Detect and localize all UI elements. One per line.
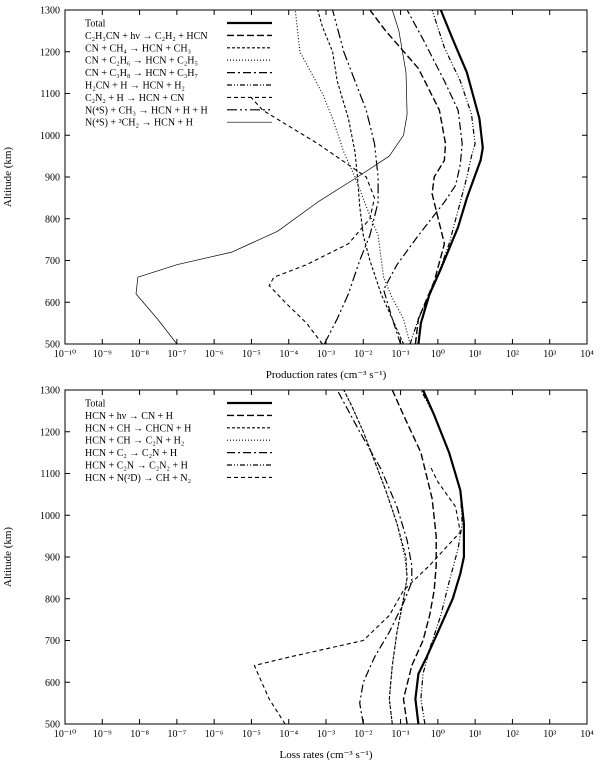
loss-series-line-0 (414, 389, 465, 725)
production-series-line-7 (323, 9, 379, 345)
production-legend-label-4: CN + C₃H₈ → HCN + C₃H₇ (85, 68, 198, 79)
production-series-line-3 (294, 9, 411, 345)
loss-x-tick-label: 10⁰ (431, 729, 445, 740)
production-series-line-0 (417, 9, 484, 345)
production-series-line-4 (383, 9, 463, 345)
production-series-line-2 (317, 9, 405, 345)
production-x-tick-label: 10⁻⁴ (279, 349, 298, 360)
production-y-tick-label: 500 (45, 340, 60, 351)
loss-legend-label-1: HCN + hν → CN + H (85, 411, 173, 422)
production-x-tick-label: 10⁻⁷ (167, 349, 186, 360)
loss-legend-label-5: HCN + C₂N → C₂N₂ + H (85, 461, 188, 472)
production-legend-label-1: C₂H₃CN + hν → C₂H₂ + HCN (85, 31, 208, 42)
loss-y-tick-label: 900 (45, 553, 60, 564)
loss-series-line-2 (343, 389, 408, 725)
loss-x-tick-label: 10⁻⁴ (279, 729, 298, 740)
loss-x-tick-label: 10⁻⁷ (167, 729, 186, 740)
loss-legend-label-0: Total (85, 399, 106, 410)
loss-legend-label-4: HCN + C₂ → C₂N + H (85, 448, 177, 459)
loss-x-tick-label: 10² (506, 729, 519, 740)
production-x-tick-label: 10⁴ (580, 349, 594, 360)
loss-y-axis-title: Altitude (km) (2, 527, 14, 588)
production-y-tick-label: 1300 (40, 6, 60, 17)
loss-y-tick-label: 1200 (40, 427, 60, 438)
loss-y-tick-label: 500 (45, 720, 60, 731)
production-series-line-1 (369, 9, 447, 345)
production-x-tick-label: 10³ (543, 349, 556, 360)
production-x-tick-label: 10² (506, 349, 519, 360)
loss-legend-label-3: HCN + CH → C₂N + H₂ (85, 436, 184, 447)
loss-x-tick-label: 10¹ (469, 729, 482, 740)
production-x-tick-label: 10⁰ (431, 349, 445, 360)
production-series-line-8 (135, 9, 408, 345)
production-x-tick-label: 10⁻¹⁰ (54, 349, 76, 360)
loss-x-tick-label: 10⁻⁹ (93, 729, 112, 740)
loss-x-tick-label: 10⁻⁵ (242, 729, 261, 740)
production-legend-label-2: CN + CH₄ → HCN + CH₃ (85, 43, 191, 54)
production-legend-label-3: CN + C₂H₆ → HCN + C₂H₅ (85, 56, 198, 67)
production-y-tick-label: 1100 (40, 89, 60, 100)
loss-y-tick-label: 600 (45, 678, 60, 689)
loss-x-axis-title: Loss rates (cm⁻³ s⁻¹) (279, 749, 372, 761)
production-y-tick-label: 1000 (40, 131, 60, 142)
loss-x-tick-label: 10⁴ (580, 729, 594, 740)
loss-series-line-6 (253, 464, 461, 725)
production-legend-label-0: Total (85, 19, 106, 30)
production-series-line-5 (409, 9, 476, 345)
production-y-tick-label: 1200 (40, 47, 60, 58)
production-x-tick-label: 10⁻² (354, 349, 372, 360)
loss-series-line-3 (343, 389, 408, 725)
production-legend-label-8: N(⁴S) + ³CH₂ → HCN + H (85, 118, 193, 129)
production-x-tick-label: 10⁻⁸ (130, 349, 149, 360)
loss-series-line-4 (336, 389, 413, 725)
loss-series-line-1 (391, 389, 437, 725)
loss-y-tick-label: 1300 (40, 386, 60, 397)
loss-x-tick-label: 10⁻⁸ (130, 729, 149, 740)
loss-y-tick-label: 1000 (40, 511, 60, 522)
production-x-tick-label: 10⁻³ (317, 349, 335, 360)
loss-legend-label-2: HCN + CH → CHCN + H (85, 423, 191, 434)
loss-x-tick-label: 10³ (543, 729, 556, 740)
production-y-tick-label: 600 (45, 298, 60, 309)
production-x-tick-label: 10¹ (469, 349, 482, 360)
production-y-tick-label: 800 (45, 214, 60, 225)
loss-x-tick-label: 10⁻¹ (391, 729, 409, 740)
loss-series-line-5 (420, 389, 463, 725)
production-legend-label-6: C₂N₂ + H → HCN + CN (85, 93, 184, 104)
loss-x-tick-label: 10⁻¹⁰ (54, 729, 76, 740)
production-y-tick-label: 900 (45, 173, 60, 184)
loss-y-tick-label: 1100 (40, 469, 60, 480)
loss-y-tick-label: 700 (45, 636, 60, 647)
production-y-axis-title: Altitude (km) (2, 147, 14, 208)
production-legend-label-5: H₂CN + H → HCN + H₂ (85, 81, 185, 92)
production-series-line-6 (250, 97, 376, 345)
loss-x-tick-label: 10⁻⁶ (205, 729, 224, 740)
loss-legend-label-6: HCN + N(²D) → CH + N₂ (85, 473, 191, 484)
loss-x-tick-label: 10⁻³ (317, 729, 335, 740)
production-y-tick-label: 700 (45, 256, 60, 267)
loss-x-tick-label: 10⁻² (354, 729, 372, 740)
loss-y-tick-label: 800 (45, 594, 60, 605)
production-x-tick-label: 10⁻⁶ (205, 349, 224, 360)
production-x-tick-label: 10⁻¹ (391, 349, 409, 360)
production-legend-label-7: N(⁴S) + CH₃ → HCN + H + H (85, 105, 208, 116)
production-x-tick-label: 10⁻⁵ (242, 349, 261, 360)
production-x-tick-label: 10⁻⁹ (93, 349, 112, 360)
production-x-axis-title: Production rates (cm⁻³ s⁻¹) (266, 369, 387, 381)
